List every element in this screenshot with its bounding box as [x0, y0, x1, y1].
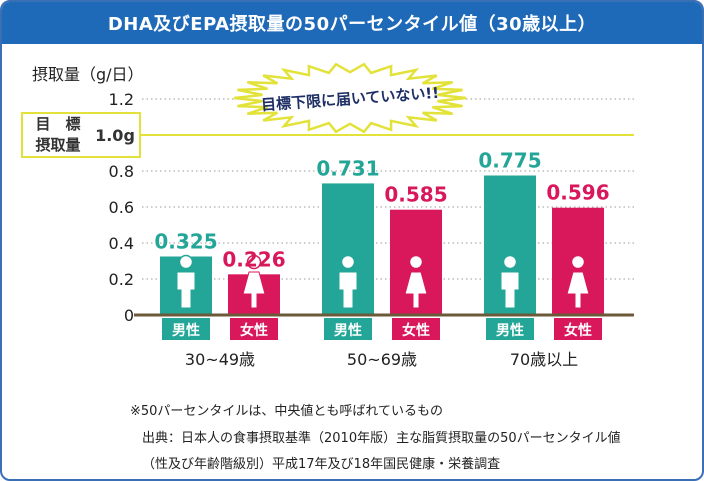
data-label: 0.325	[154, 230, 217, 254]
figure-head	[178, 254, 194, 270]
y-axis-label: 摂取量（g/日）	[32, 65, 144, 84]
data-label: 0.596	[546, 181, 609, 205]
figure-body	[242, 271, 266, 309]
figure-body	[176, 271, 196, 309]
target-label-line1: 目 標	[35, 115, 80, 133]
y-tick-label: 0.4	[109, 234, 134, 253]
x-category-label: 30~49歳	[185, 350, 255, 369]
y-tick-label: 0.6	[109, 198, 134, 217]
target-value-label: 1.0g	[95, 126, 135, 145]
callout-burst	[233, 62, 467, 134]
series-tag	[392, 318, 440, 340]
series-tag-label: 男性	[496, 322, 524, 339]
data-label: 0.731	[316, 156, 379, 180]
series-tag-label: 女性	[402, 322, 430, 339]
series-tag	[554, 318, 602, 340]
data-label: 0.585	[384, 183, 447, 207]
y-tick-label: 0.2	[109, 270, 134, 289]
figure-body	[500, 271, 520, 309]
bar-group: 0.226 女性	[222, 247, 286, 340]
bar-group: 0.325 男性	[154, 230, 218, 340]
target-label-box	[21, 112, 141, 158]
chart-title: DHA及びEPA摂取量の50パーセンタイル値（30歳以上）	[2, 2, 702, 44]
series-tag-label: 男性	[334, 322, 362, 339]
series-tag	[486, 318, 534, 340]
series-tag	[162, 318, 210, 340]
y-tick-label: 1.2	[109, 90, 134, 109]
bar-group: 0.596 女性	[546, 181, 610, 340]
figure-body	[338, 271, 358, 309]
bar-group: 0.585 女性	[384, 183, 448, 340]
bar-group: 0.775 男性	[478, 149, 542, 340]
figure-head	[570, 254, 586, 270]
bar-group: 0.731 男性	[316, 156, 380, 340]
series-tag-label: 男性	[172, 322, 200, 339]
figure-head	[246, 254, 262, 270]
y-tick-label: 0	[124, 306, 134, 325]
target-label-line2: 摂取量	[35, 136, 80, 154]
figure-head	[502, 254, 518, 270]
y-tick-label: 0.8	[109, 162, 134, 181]
data-label: 0.775	[478, 149, 541, 173]
figure-body	[404, 271, 428, 309]
series-tag	[324, 318, 372, 340]
x-category-label: 50~69歳	[347, 350, 417, 369]
data-label: 0.226	[222, 247, 285, 271]
figure-head	[340, 254, 356, 270]
x-category-label: 70歳以上	[510, 350, 578, 369]
figure-head	[408, 254, 424, 270]
series-tag-label: 女性	[240, 322, 268, 339]
series-tag-label: 女性	[564, 322, 592, 339]
series-tag	[230, 318, 278, 340]
figure-body	[566, 271, 590, 309]
